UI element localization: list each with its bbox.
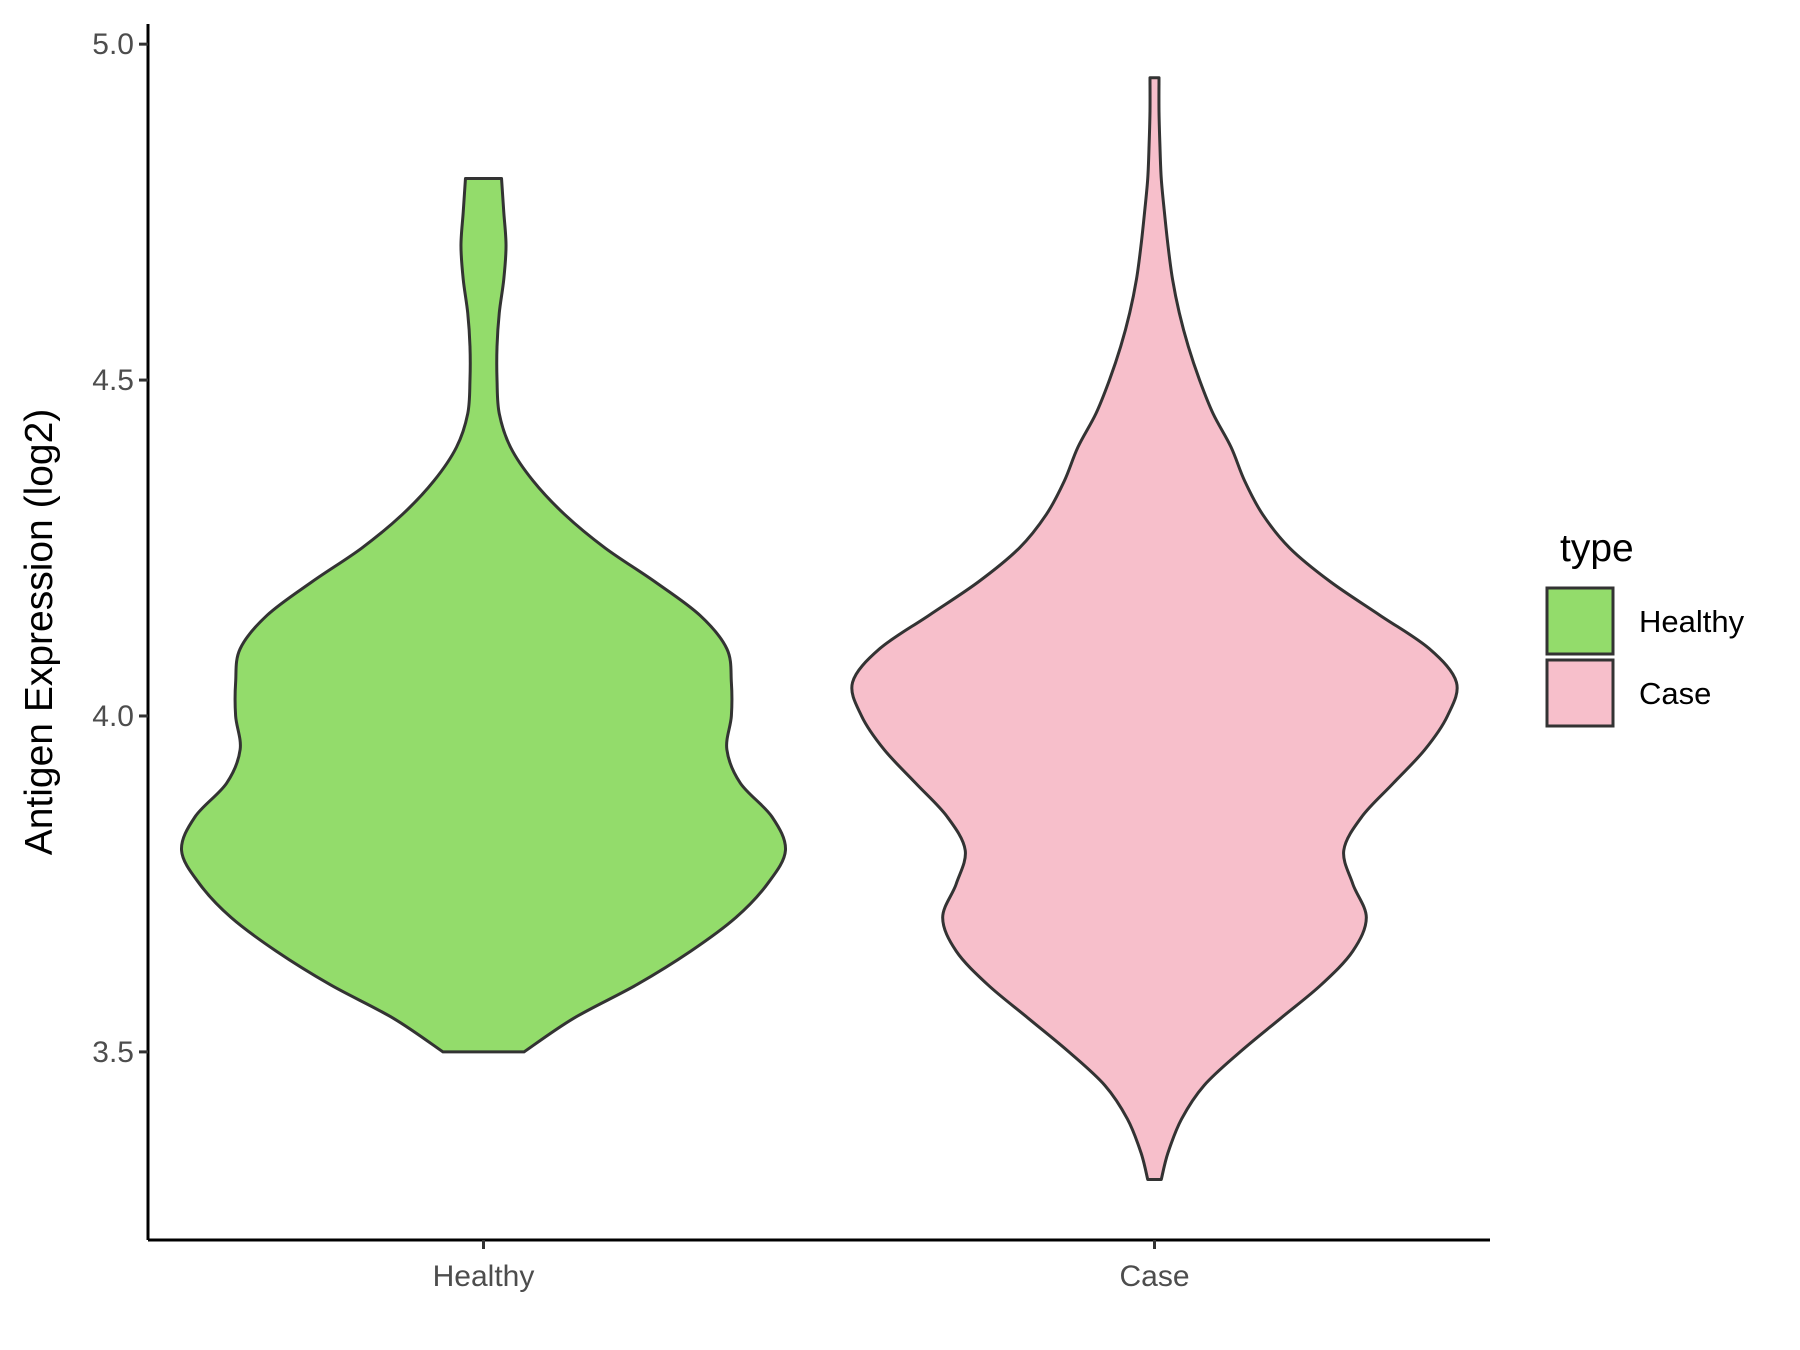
y-tick-label: 4.0 xyxy=(92,700,134,733)
violin-healthy xyxy=(180,177,787,1054)
plot-area xyxy=(180,76,1459,1182)
legend: type Healthy Case xyxy=(1545,527,1745,728)
y-axis-title: Antigen Expression (log2) xyxy=(18,409,61,856)
y-tick-label: 5.0 xyxy=(92,28,134,61)
x-axis-ticks: Healthy Case xyxy=(433,1240,1190,1293)
y-tick-label: 4.5 xyxy=(92,364,134,397)
legend-swatch-case xyxy=(1545,658,1615,728)
x-tick-label: Healthy xyxy=(433,1260,535,1293)
y-tick-label: 3.5 xyxy=(92,1036,134,1069)
legend-label-case: Case xyxy=(1639,676,1711,711)
legend-title: type xyxy=(1560,527,1634,570)
legend-swatch-healthy xyxy=(1545,586,1615,656)
legend-items: Healthy Case xyxy=(1545,586,1745,728)
legend-label-healthy: Healthy xyxy=(1639,604,1745,639)
y-axis-ticks: 3.5 4.0 4.5 5.0 xyxy=(92,28,148,1069)
x-tick-label: Case xyxy=(1119,1260,1189,1293)
violin-case xyxy=(850,76,1459,1182)
